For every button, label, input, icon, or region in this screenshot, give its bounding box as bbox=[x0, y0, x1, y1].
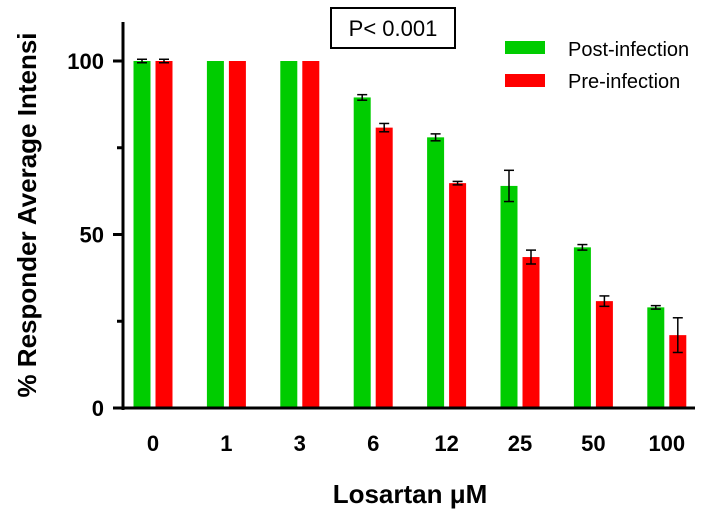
error-bar-pre-infection-6 bbox=[379, 122, 390, 133]
x-tick-label-50: 50 bbox=[581, 431, 605, 456]
bar-pre-infection-100 bbox=[669, 335, 687, 408]
legend: Post-infection Pre-infection bbox=[505, 39, 689, 93]
y-tick-label-0: 0 bbox=[92, 396, 104, 421]
bars-layer bbox=[133, 61, 687, 409]
y-axis-title: % Responder Average Intensi bbox=[12, 32, 42, 397]
x-tick-label-0: 0 bbox=[147, 431, 159, 456]
error-bar-post-infection-0 bbox=[137, 58, 147, 64]
x-tick-label-12: 12 bbox=[434, 431, 458, 456]
bar-post-infection-100 bbox=[647, 307, 665, 408]
error-bar-pre-infection-12 bbox=[452, 180, 463, 186]
annotation-box: P< 0.001 bbox=[330, 7, 456, 49]
bar-post-infection-6 bbox=[353, 97, 371, 408]
x-tick-label-100: 100 bbox=[648, 431, 685, 456]
p-value-annotation: P< 0.001 bbox=[349, 16, 438, 41]
error-bar-post-infection-25 bbox=[504, 169, 514, 203]
error-bar-pre-infection-0 bbox=[159, 58, 169, 64]
legend-label-pre-infection: Pre-infection bbox=[568, 71, 680, 93]
error-bar-post-infection-6 bbox=[357, 93, 368, 101]
error-bar-post-infection-100 bbox=[650, 304, 661, 310]
bar-post-infection-12 bbox=[427, 137, 445, 408]
error-bars-layer bbox=[137, 58, 683, 354]
bar-post-infection-3 bbox=[280, 61, 298, 408]
x-axis-title: Losartan μM bbox=[333, 479, 488, 509]
bar-pre-infection-1 bbox=[228, 61, 246, 408]
bar-pre-infection-6 bbox=[375, 127, 393, 409]
bar-pre-infection-3 bbox=[302, 61, 320, 408]
y-ticks-layer: 0 50 100 bbox=[67, 49, 123, 421]
legend-label-post-infection: Post-infection bbox=[568, 39, 689, 61]
bar-pre-infection-50 bbox=[595, 301, 613, 408]
error-bar-pre-infection-50 bbox=[599, 295, 610, 308]
x-tick-label-25: 25 bbox=[508, 431, 532, 456]
error-bar-post-infection-12 bbox=[430, 133, 441, 142]
error-bar-pre-infection-25 bbox=[526, 249, 536, 265]
bar-pre-infection-25 bbox=[522, 257, 540, 408]
y-tick-label-100: 100 bbox=[67, 49, 104, 74]
bar-pre-infection-0 bbox=[155, 61, 173, 408]
bar-post-infection-25 bbox=[500, 185, 518, 408]
bar-pre-infection-12 bbox=[449, 183, 467, 408]
x-tick-label-1: 1 bbox=[220, 431, 232, 456]
error-bar-pre-infection-100 bbox=[672, 317, 683, 354]
x-ticks-layer: 0 1 3 6 12 25 50 100 bbox=[147, 431, 685, 456]
legend-swatch-pre-infection bbox=[505, 74, 545, 87]
x-tick-label-3: 3 bbox=[294, 431, 306, 456]
bar-post-infection-0 bbox=[133, 61, 151, 408]
x-tick-label-6: 6 bbox=[367, 431, 379, 456]
bar-post-infection-50 bbox=[573, 247, 591, 408]
legend-swatch-post-infection bbox=[505, 41, 545, 54]
y-tick-label-50: 50 bbox=[80, 223, 104, 248]
error-bar-post-infection-50 bbox=[577, 243, 588, 251]
bar-post-infection-1 bbox=[206, 61, 224, 408]
